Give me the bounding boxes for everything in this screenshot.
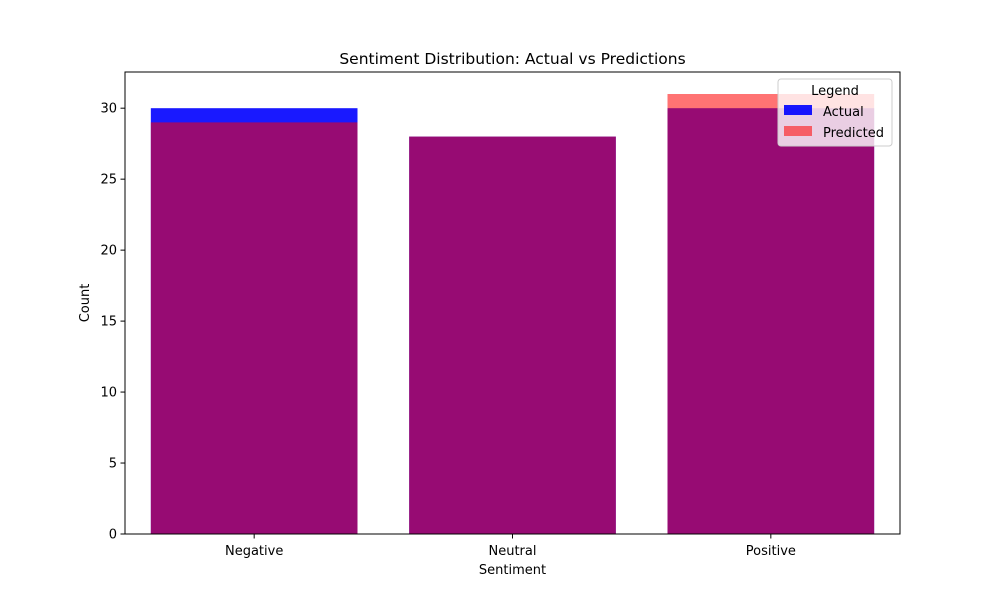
x-axis-label: Sentiment	[479, 563, 546, 578]
chart-title: Sentiment Distribution: Actual vs Predic…	[339, 50, 685, 68]
legend-label-actual: Actual	[823, 105, 864, 120]
bar-predicted-positive	[667, 94, 875, 534]
plot-area: 0 5 10 15 20 25 30 Negative Neutral Positive	[100, 71, 901, 559]
x-tick-label: Positive	[746, 544, 796, 559]
legend-swatch-predicted	[784, 126, 812, 136]
bar-predicted-neutral	[409, 136, 616, 534]
y-axis-label: Count	[78, 284, 93, 323]
y-tick-label: 10	[100, 386, 117, 401]
y-tick-label: 30	[100, 102, 117, 117]
x-tick-label: Negative	[225, 544, 283, 559]
x-tick-label: Neutral	[489, 544, 537, 559]
legend-title: Legend	[811, 84, 859, 99]
legend-label-predicted: Predicted	[823, 126, 884, 141]
y-tick-label: 20	[100, 244, 117, 259]
y-tick-label: 0	[109, 528, 117, 543]
y-tick-label: 5	[109, 457, 117, 472]
y-tick-label: 15	[100, 315, 117, 330]
y-tick-label: 25	[100, 173, 117, 188]
bar-predicted-negative	[150, 122, 358, 534]
legend: Legend Actual Predicted	[777, 78, 893, 147]
legend-swatch-actual	[784, 105, 812, 115]
